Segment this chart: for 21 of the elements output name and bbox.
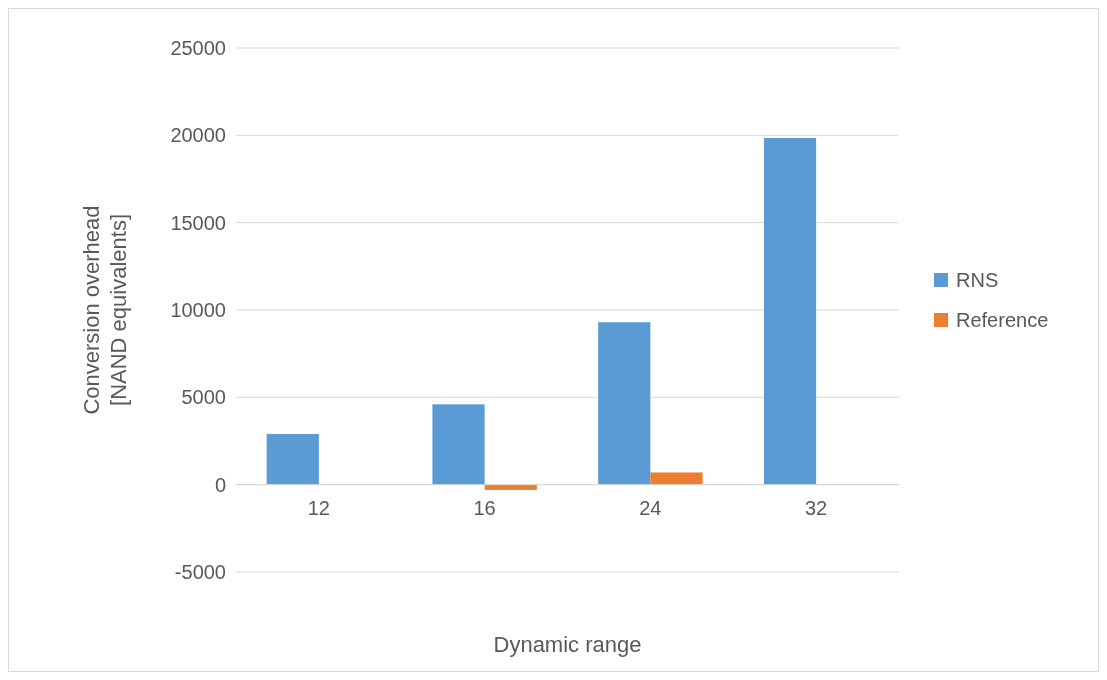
x-tick-label: 24	[639, 496, 662, 519]
legend-label: Reference	[956, 309, 1049, 331]
bar	[650, 472, 703, 485]
legend-label: RNS	[956, 269, 999, 291]
y-tick-label: 0	[214, 473, 226, 496]
y-tick-label: 5000	[181, 386, 226, 409]
x-tick-label: 12	[307, 496, 330, 519]
y-tick-label: 20000	[170, 124, 226, 147]
bar	[598, 322, 651, 485]
y-tick-label: -5000	[174, 561, 226, 583]
x-axis-title: Dynamic range	[493, 632, 642, 657]
bar	[484, 484, 537, 490]
y-tick-label: 25000	[170, 37, 226, 59]
y-tick-label: 15000	[170, 211, 226, 234]
x-tick-label: 32	[805, 496, 828, 519]
bar	[432, 404, 485, 485]
x-tick-label: 16	[473, 496, 496, 519]
y-axis-title: Conversion overhead [NAND equivalents]	[79, 205, 131, 415]
y-tick-label: 10000	[170, 299, 226, 321]
bar	[763, 137, 817, 485]
bar	[266, 434, 319, 485]
